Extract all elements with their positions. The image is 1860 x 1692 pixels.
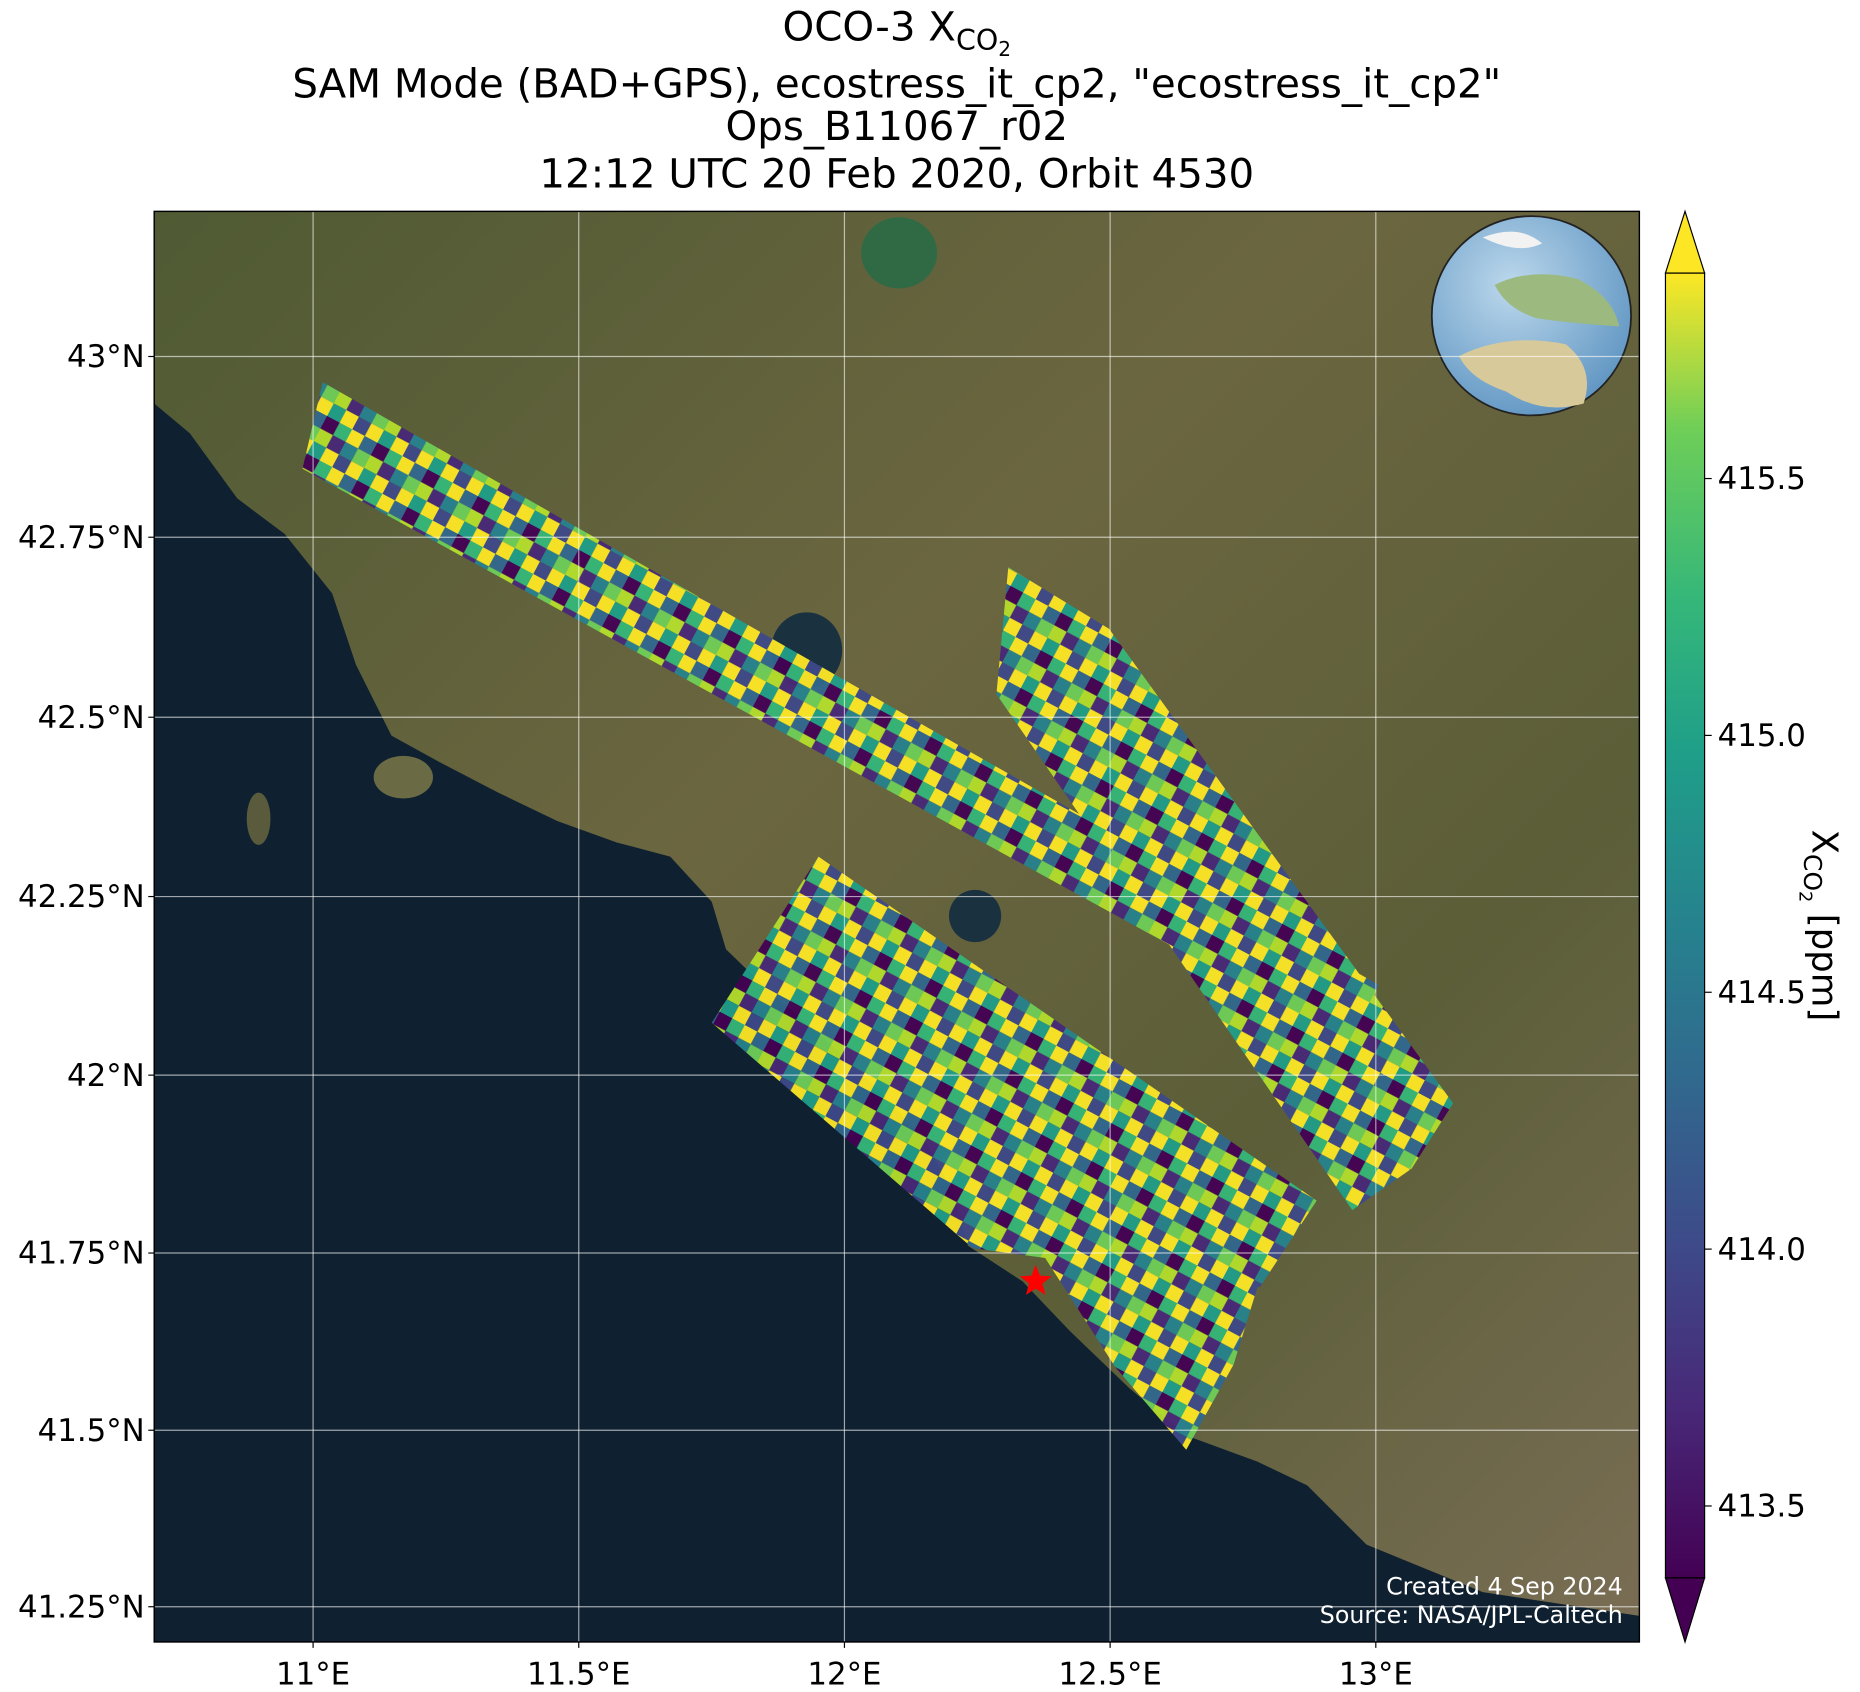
- title-sub: 2: [998, 37, 1011, 61]
- colorbar-tick-label: 414.0: [1718, 1232, 1806, 1268]
- colorbar-label: XCO2 [ppm]: [1795, 830, 1845, 1022]
- colorbar-label-sub: CO: [1798, 854, 1827, 891]
- axes: 11°E 11.5°E 12°E 12.5°E 13°E 41.25°N 41.5°N 41.…: [18, 211, 1640, 1692]
- lake: [948, 889, 1002, 943]
- title: OCO-3 XCO2 SAM Mode (BAD+GPS), ecostress…: [292, 4, 1501, 198]
- y-tick-label: 42.25°N: [18, 879, 145, 915]
- colorbar: XCO2 [ppm] 413.5 414.0 414.5 415.0 415.5: [1664, 209, 1845, 1644]
- globe-ice: [1482, 231, 1543, 249]
- title-sub: CO: [956, 24, 998, 57]
- x-tick-label: 11°E: [276, 1657, 350, 1692]
- x-tick-label: 12°E: [807, 1657, 881, 1692]
- swath: [901, 1034, 1258, 1450]
- colorbar-tick-label: 415.0: [1718, 718, 1806, 754]
- source-note: Source: NASA/JPL-Caltech: [1320, 1601, 1623, 1629]
- created-note: Created 4 Sep 2024: [1386, 1573, 1623, 1601]
- colorbar-frame: [1664, 272, 1706, 1579]
- colorbar-label-units: [ppm]: [1804, 902, 1845, 1021]
- inset-globe: [1430, 215, 1632, 417]
- colorbar-label-text: X: [1804, 830, 1845, 854]
- site-marker: [1019, 1264, 1052, 1295]
- y-tick-label: 41.25°N: [18, 1589, 145, 1625]
- title-line: 12:12 UTC 20 Feb 2020, Orbit 4530: [539, 151, 1254, 198]
- title-text: OCO-3 X: [783, 4, 956, 51]
- island: [246, 792, 271, 845]
- swath: [711, 856, 1317, 1288]
- colorbar-tick-label: 414.5: [1718, 975, 1806, 1011]
- y-tick-label: 42°N: [67, 1058, 145, 1094]
- title-line: OCO-3 XCO2: [783, 4, 1012, 61]
- title-line: SAM Mode (BAD+GPS), ecostress_it_cp2, "e…: [292, 60, 1501, 107]
- y-tick-label: 43°N: [67, 339, 145, 375]
- x-tick-label: 11.5°E: [527, 1657, 631, 1692]
- annotations: Created 4 Sep 2024 Source: NASA/JPL-Calt…: [1320, 1573, 1623, 1629]
- x-tick-label: 12.5°E: [1058, 1657, 1162, 1692]
- map-frame: [153, 210, 1641, 1643]
- y-tick-label: 42.75°N: [18, 520, 145, 556]
- colorbar-tick-label: 413.5: [1718, 1489, 1806, 1525]
- colorbar-extend: [1664, 209, 1706, 274]
- colorbar-tick-label: 415.5: [1718, 461, 1806, 497]
- basemap: [154, 211, 1640, 1642]
- y-tick-label: 42.5°N: [38, 700, 145, 736]
- island: [373, 755, 433, 799]
- colorbar-label-sub: 2: [1795, 891, 1816, 902]
- lake: [861, 217, 938, 289]
- y-tick-label: 41.75°N: [18, 1236, 145, 1272]
- title-line: Ops_B11067_r02: [726, 103, 1069, 150]
- colorbar-body: [1665, 273, 1705, 1578]
- colorbar-extend: [1664, 1577, 1706, 1644]
- sea: [154, 403, 1640, 1642]
- x-tick-label: 13°E: [1339, 1657, 1413, 1692]
- globe-land: [1494, 274, 1620, 327]
- swath: [302, 382, 1379, 1047]
- y-tick-label: 41.5°N: [38, 1413, 145, 1449]
